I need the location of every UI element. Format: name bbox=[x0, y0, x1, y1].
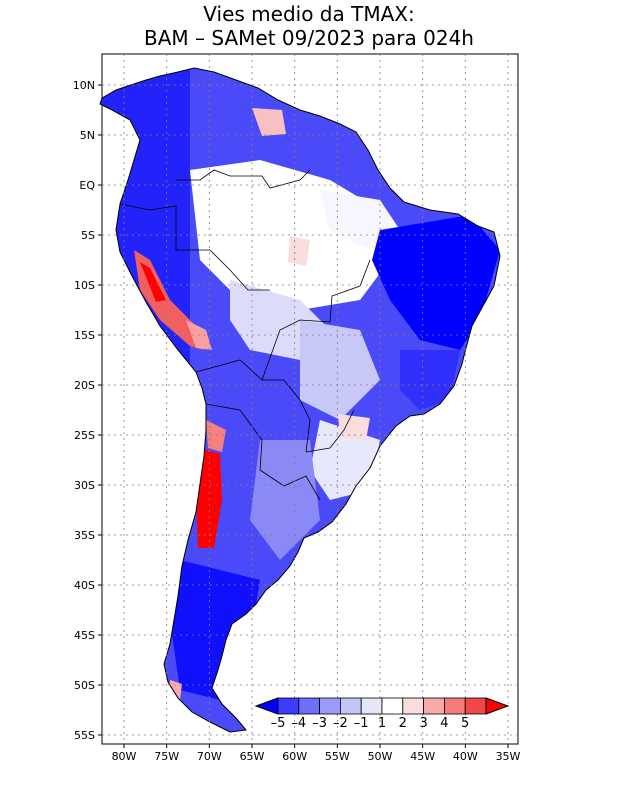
colorbar-swatch bbox=[319, 697, 341, 715]
colorbar-swatch bbox=[402, 697, 424, 715]
lat-tick-label: 30S bbox=[74, 479, 95, 492]
map-title-line-2: BAM – SAMet 09/2023 para 024h bbox=[144, 26, 474, 50]
lat-tick-label: EQ bbox=[79, 179, 95, 192]
lat-tick-label: 20S bbox=[74, 379, 95, 392]
colorbar-label: 3 bbox=[419, 716, 427, 731]
colorbar-swatch bbox=[277, 697, 300, 715]
lat-tick-label: 25S bbox=[74, 429, 95, 442]
colorbar-label: –5 bbox=[271, 716, 286, 731]
lon-tick-label: 50W bbox=[368, 750, 393, 763]
colorbar-swatch bbox=[339, 697, 362, 715]
colorbar-label: –4 bbox=[291, 716, 306, 731]
lat-tick-label: 55S bbox=[74, 729, 95, 742]
lat-tick-label: 35S bbox=[74, 529, 95, 542]
lon-tick-label: 75W bbox=[154, 750, 179, 763]
lon-tick-label: 80W bbox=[112, 750, 137, 763]
colorbar-label: 5 bbox=[461, 716, 469, 731]
lat-tick-label: 5N bbox=[80, 129, 95, 142]
lon-tick-label: 40W bbox=[453, 750, 478, 763]
lat-tick-label: 5S bbox=[81, 229, 95, 242]
lon-tick-label: 45W bbox=[410, 750, 435, 763]
colorbar: –5 –4 –3 –2 –1 1 2 3 4 5 bbox=[254, 697, 510, 731]
colorbar-swatch bbox=[360, 697, 383, 715]
lat-tick-label: 40S bbox=[74, 579, 95, 592]
colorbar-label: –2 bbox=[333, 716, 348, 731]
colorbar-label: –3 bbox=[312, 716, 327, 731]
lat-tick-label: 45S bbox=[74, 629, 95, 642]
colorbar-label: 1 bbox=[378, 716, 386, 731]
lat-tick-label: 10S bbox=[74, 279, 95, 292]
map-title-line-1: Vies medio da TMAX: bbox=[203, 2, 415, 26]
colorbar-label: 4 bbox=[440, 716, 448, 731]
lon-tick-label: 55W bbox=[325, 750, 350, 763]
lon-tick-label: 70W bbox=[197, 750, 222, 763]
lon-tick-label: 35W bbox=[496, 750, 521, 763]
lat-tick-label: 10N bbox=[73, 79, 95, 92]
colorbar-label: –1 bbox=[354, 716, 369, 731]
lat-tick-label: 50S bbox=[74, 679, 95, 692]
colorbar-max-triangle bbox=[485, 697, 510, 715]
axis-ticks: 80W 75W 70W 65W 60W 55W 50W 45W 40W 35W 10N 5N EQ 5S 1… bbox=[73, 79, 521, 763]
colorbar-swatch bbox=[443, 697, 466, 715]
colorbar-swatch bbox=[464, 697, 487, 715]
lon-tick-label: 65W bbox=[240, 750, 265, 763]
colorbar-label: 2 bbox=[399, 716, 407, 731]
lon-tick-label: 60W bbox=[282, 750, 307, 763]
lat-tick-label: 15S bbox=[74, 329, 95, 342]
colorbar-swatch bbox=[381, 697, 404, 715]
colorbar-swatch bbox=[298, 697, 320, 715]
lat-lon-grid bbox=[102, 54, 518, 744]
colorbar-swatch bbox=[423, 697, 445, 715]
